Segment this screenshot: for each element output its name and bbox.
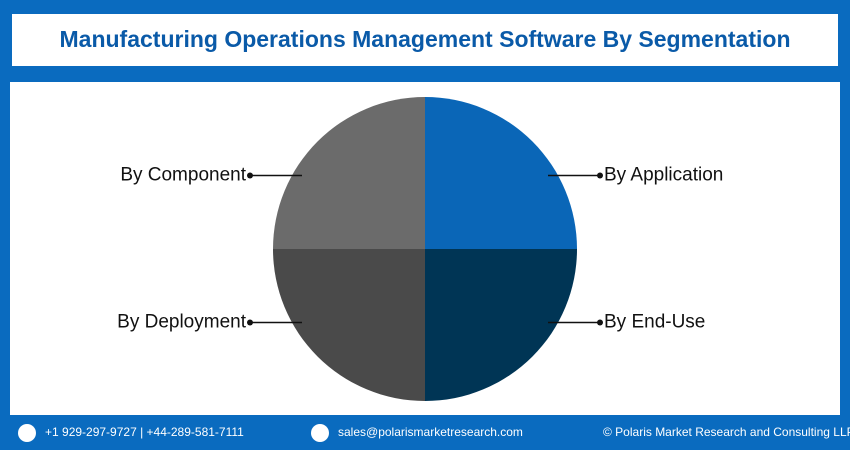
email: sales@polarismarketresearch.com bbox=[338, 425, 523, 439]
pie-slice bbox=[273, 97, 425, 249]
slice-label: By Application bbox=[604, 164, 723, 185]
slice-label: By Component bbox=[120, 164, 246, 185]
email-icon bbox=[311, 424, 329, 442]
leader-dot bbox=[247, 319, 253, 326]
copyright: © Polaris Market Research and Consulting… bbox=[603, 425, 850, 439]
phone-icon bbox=[18, 424, 36, 442]
pie-slice bbox=[425, 249, 577, 401]
slice-label: By End-Use bbox=[604, 312, 705, 333]
leader-dot bbox=[597, 319, 603, 326]
title-box bbox=[12, 14, 838, 66]
chart-title: Manufacturing Operations Management Soft… bbox=[60, 26, 791, 52]
leader-dot bbox=[597, 172, 603, 179]
phone: +1 929-297-9727 | +44-289-581-7111 bbox=[45, 425, 244, 439]
pie-slice bbox=[273, 249, 425, 401]
leader-dot bbox=[247, 172, 253, 179]
slice-label: By Deployment bbox=[117, 312, 247, 333]
pie-slice bbox=[425, 97, 577, 249]
